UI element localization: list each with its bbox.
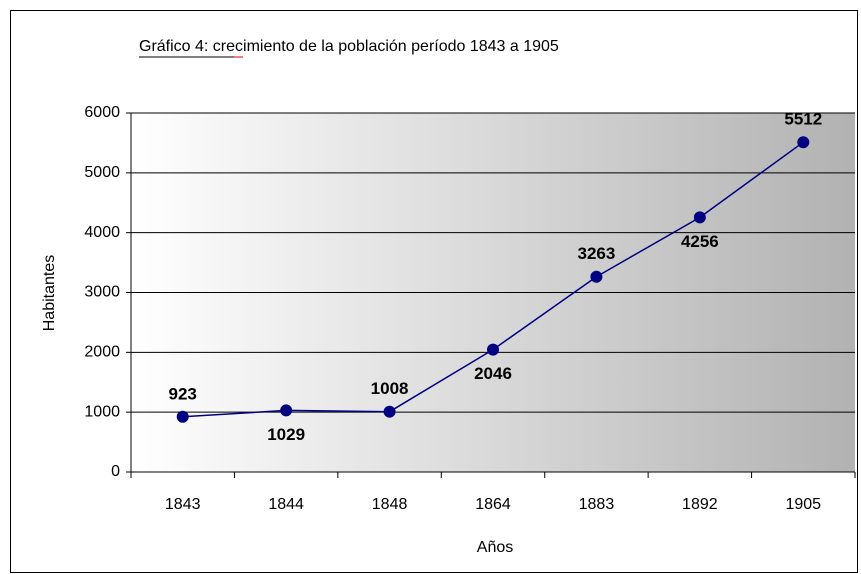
y-tick-label: 2000 <box>84 344 120 361</box>
y-tick-label: 4000 <box>84 224 120 241</box>
y-tick-label: 5000 <box>84 164 120 181</box>
x-axis-label: Años <box>477 539 513 556</box>
y-tick-label: 1000 <box>84 403 120 420</box>
data-label: 1029 <box>267 425 305 444</box>
data-label: 4256 <box>681 232 719 251</box>
y-tick-label: 6000 <box>84 104 120 121</box>
marker <box>176 410 189 423</box>
x-tick-label: 1892 <box>682 496 718 513</box>
marker <box>383 405 396 418</box>
marker <box>590 270 603 283</box>
x-tick-label: 1848 <box>372 496 408 513</box>
data-label: 923 <box>169 384 197 403</box>
x-tick-label: 1864 <box>475 496 511 513</box>
data-label: 1008 <box>371 379 409 398</box>
marker <box>693 211 706 224</box>
x-tick-label: 1905 <box>785 496 821 513</box>
x-tick-label: 1883 <box>579 496 615 513</box>
x-tick-label: 1843 <box>165 496 201 513</box>
marker <box>280 404 293 417</box>
marker <box>487 343 499 356</box>
data-label: 2046 <box>474 364 512 383</box>
y-tick-label: 3000 <box>84 284 120 301</box>
y-tick-label: 0 <box>111 463 120 480</box>
marker <box>797 136 810 149</box>
data-label: 5512 <box>784 110 822 129</box>
chart-title: Gráfico 4: crecimiento de la población p… <box>139 38 559 55</box>
x-tick-label: 1844 <box>268 496 304 513</box>
y-axis-label: Habitantes <box>41 255 58 332</box>
data-label: 3263 <box>578 244 616 263</box>
